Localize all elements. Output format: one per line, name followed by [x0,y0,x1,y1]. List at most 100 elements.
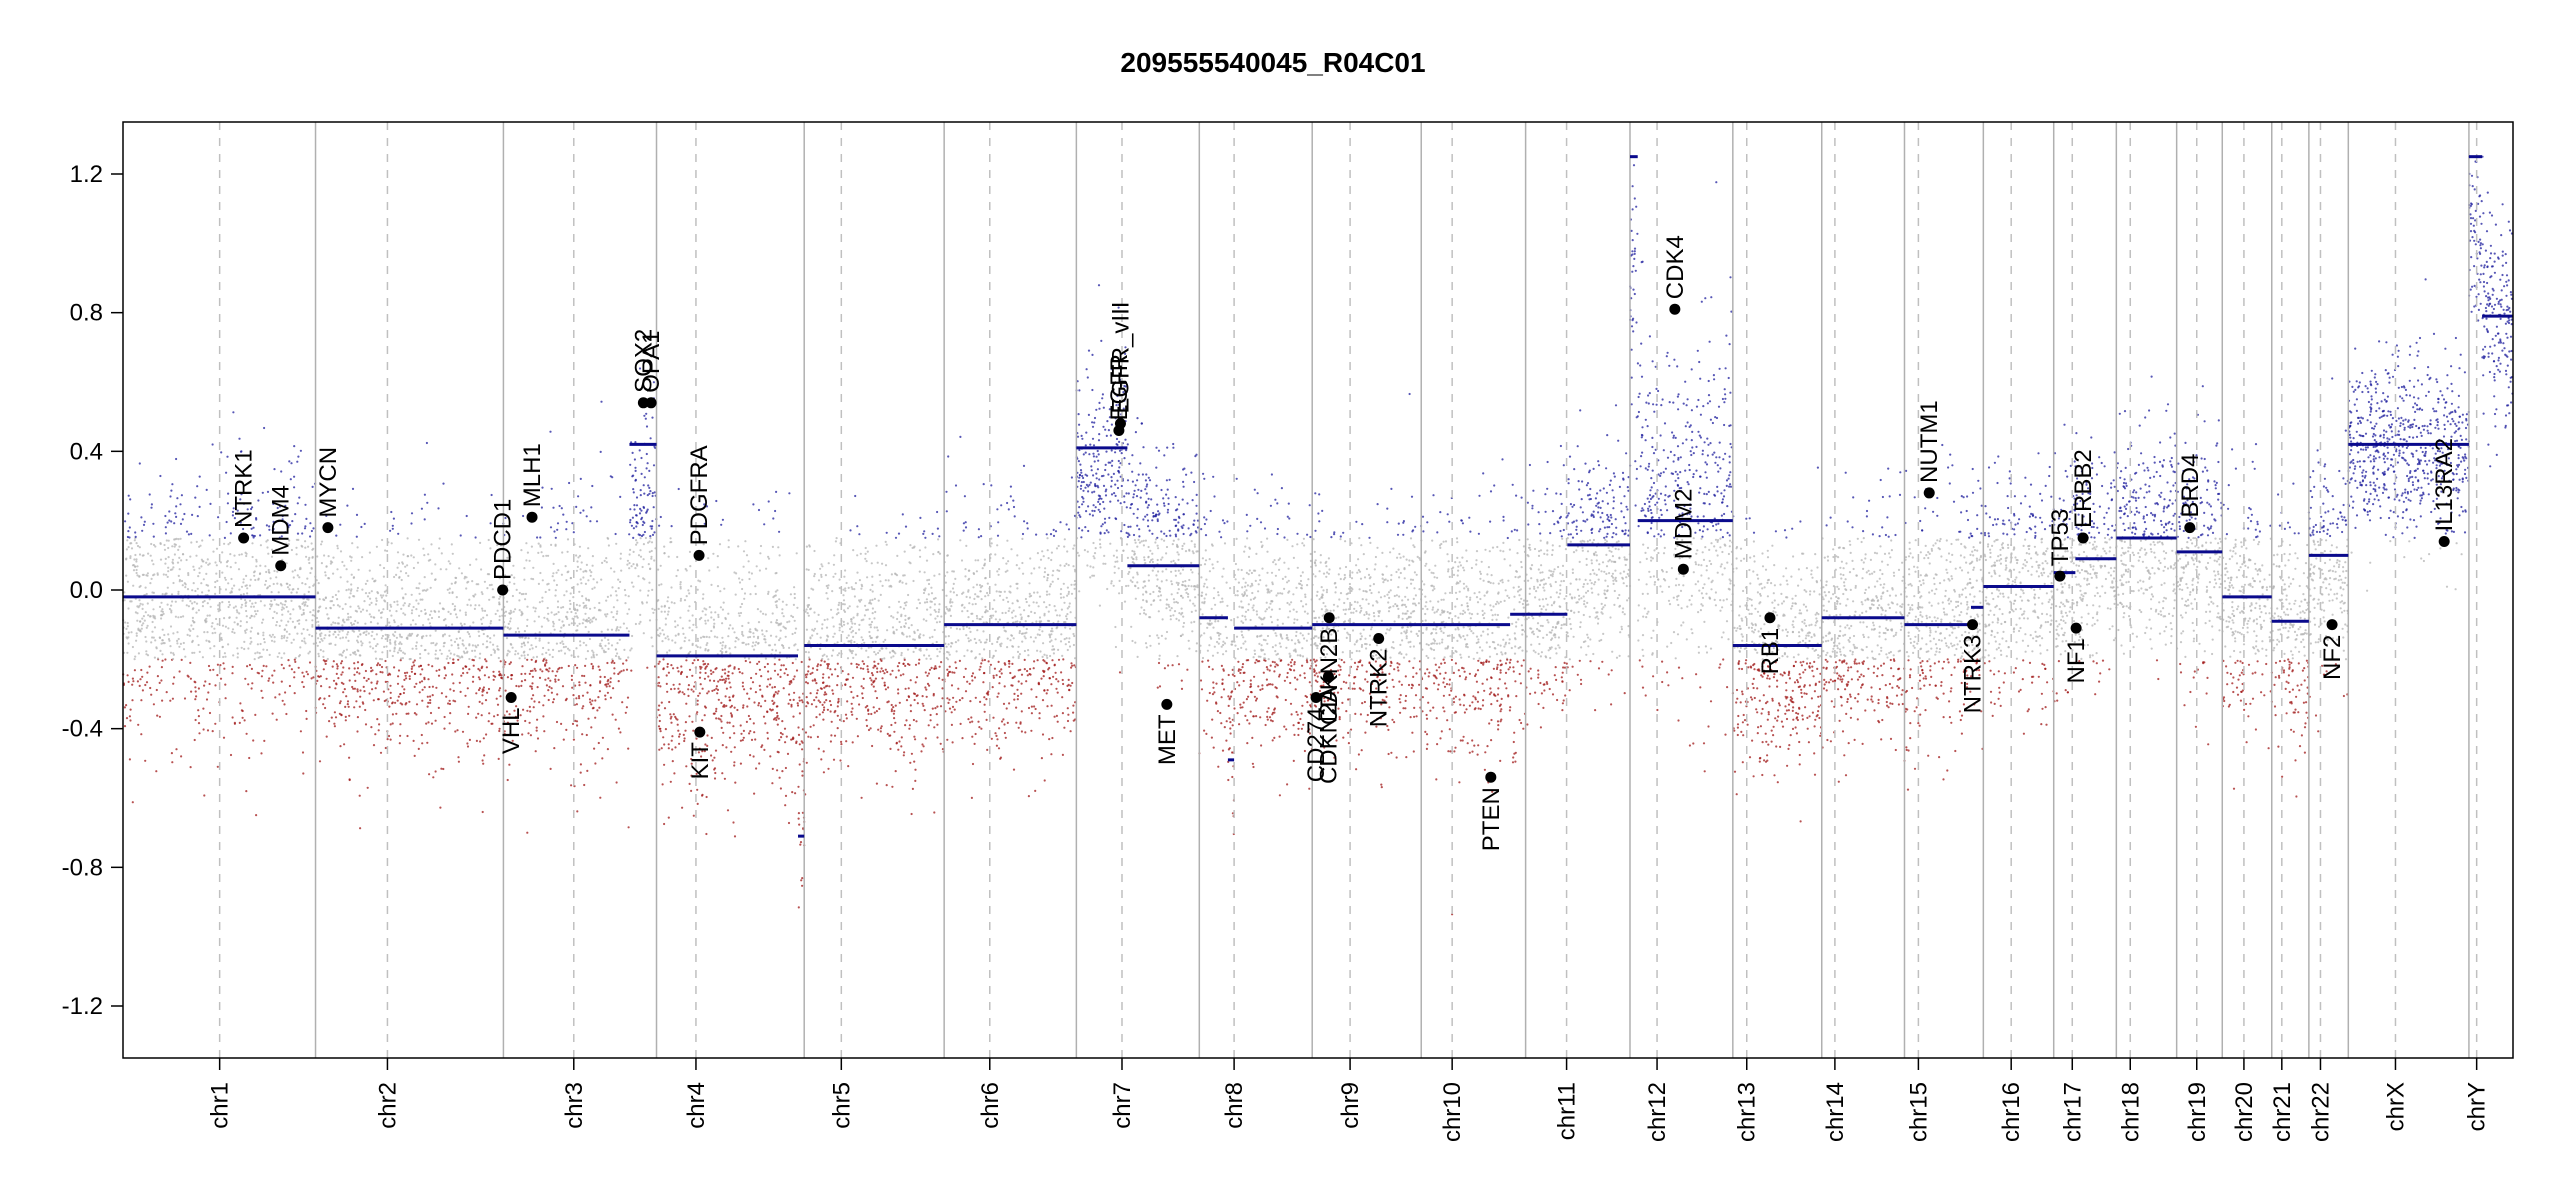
probe-point-chr2 [464,611,467,614]
probe-point-chr6 [974,602,977,606]
probe-point-chr3 [520,684,523,688]
probe-point-chr4 [658,714,661,717]
probe-point-chr3 [570,610,573,614]
probe-point-chr4 [657,725,661,728]
probe-point-chr3 [632,550,635,554]
probe-point-chr2 [403,688,406,691]
probe-point-chr3 [560,649,563,652]
probe-point-chr2 [442,482,445,485]
probe-point-chr6 [949,590,952,593]
probe-point-chr2 [406,734,409,738]
probe-point-chr2 [414,623,417,626]
probe-point-chr1 [272,681,275,684]
probe-point-chr1 [228,603,231,607]
probe-point-chr4 [749,628,752,631]
probe-point-chr6 [964,526,968,529]
probe-point-chr3 [591,484,594,488]
probe-point-chr2 [379,751,383,754]
probe-point-chr5 [805,761,808,764]
probe-point-chr1 [160,679,163,682]
probe-point-chr5 [830,673,834,676]
probe-point-chr5 [831,616,834,619]
probe-point-chr2 [406,671,409,674]
probe-point-chr3 [636,564,639,567]
probe-point-chr2 [441,607,444,610]
probe-point-chr1 [132,564,135,567]
probe-point-chr1 [280,663,283,666]
probe-point-chr1 [240,603,244,606]
probe-point-chr1 [292,638,295,641]
probe-point-chr4 [687,694,690,698]
probe-point-chr4 [713,768,716,771]
probe-point-chr1 [296,619,299,623]
probe-point-chr2 [454,730,457,733]
probe-point-chr1 [291,620,294,623]
probe-point-chr1 [273,569,276,573]
probe-point-chr1 [312,642,315,645]
probe-point-chr2 [391,722,394,725]
probe-point-chr3 [580,582,583,585]
probe-point-chr3 [575,603,579,607]
probe-point-chr5 [838,586,841,590]
probe-point-chr3 [643,578,646,581]
probe-point-chr4 [713,756,716,759]
probe-point-chr3 [577,556,580,559]
probe-point-chr6 [985,638,988,641]
probe-point-chr3 [571,722,575,726]
probe-point-chr1 [134,535,137,539]
probe-point-chr5 [873,617,876,620]
probe-point-chr3 [533,700,536,703]
probe-point-chr5 [807,735,810,738]
probe-point-chr1 [129,708,132,711]
probe-point-chr1 [191,589,194,592]
probe-point-chr1 [136,544,140,548]
probe-point-chr5 [873,626,876,629]
probe-point-chr1 [144,586,147,589]
probe-point-chr2 [370,681,373,684]
probe-point-chr6 [952,582,955,586]
probe-point-chr1 [240,709,243,712]
probe-point-chr5 [826,664,830,668]
probe-point-chr6 [976,617,979,620]
probe-point-chr3 [565,728,568,732]
probe-point-chr3 [581,733,584,736]
probe-point-chr5 [856,571,859,574]
probe-point-chr4 [727,546,730,549]
probe-point-chr6 [1009,485,1013,488]
probe-point-chr3 [512,610,515,613]
probe-point-chr1 [251,555,254,559]
probe-point-chr2 [495,697,498,700]
probe-point-chr3 [548,667,551,670]
probe-point-chr2 [336,604,340,607]
probe-point-chr2 [370,601,373,605]
probe-point-chr2 [336,667,339,670]
probe-point-chr5 [836,714,839,717]
probe-point-chr3 [577,655,580,658]
probe-point-chr5 [928,636,932,639]
probe-point-chr3 [523,654,526,657]
probe-point-chr5 [896,554,899,558]
probe-point-chr1 [257,656,260,660]
probe-point-chr3 [566,617,569,621]
probe-point-chr4 [790,738,793,741]
probe-point-chr1 [298,605,301,608]
probe-point-chr4 [671,735,674,738]
probe-point-chr6 [1069,684,1072,687]
probe-point-chr6 [1065,637,1068,640]
probe-point-chr4 [789,698,792,702]
probe-point-chr1 [259,642,262,646]
probe-point-chr2 [396,566,399,569]
probe-point-chr3 [619,552,623,555]
probe-point-chr1 [130,547,134,550]
probe-point-chr2 [473,607,476,611]
probe-point-chr6 [996,570,999,573]
probe-point-chr5 [856,525,859,528]
probe-point-chr4 [774,509,777,513]
probe-point-chr4 [781,733,784,736]
probe-point-chr2 [492,678,495,681]
probe-point-chr1 [207,589,210,592]
probe-point-chr3 [547,698,550,702]
probe-point-chr6 [1024,597,1027,601]
probe-point-chr3 [509,661,512,664]
probe-point-chr4 [679,587,682,590]
